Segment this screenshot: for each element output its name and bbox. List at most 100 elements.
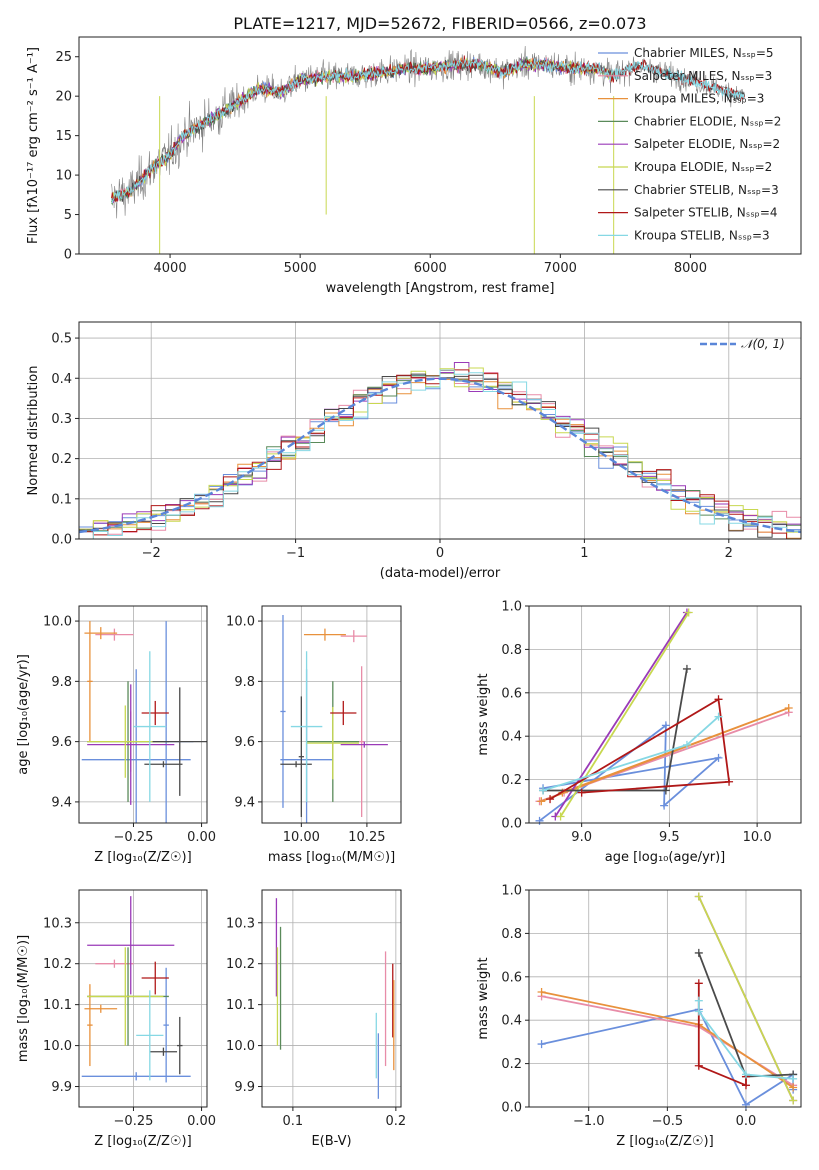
x-axis-label: wavelength [Angstrom, rest frame]	[326, 281, 555, 296]
y-tick-label: 0.4	[501, 1014, 522, 1029]
y-tick-label: 9.4	[51, 795, 72, 810]
y-tick-label: 0.0	[501, 817, 522, 832]
y-tick-label: 0	[64, 248, 72, 263]
weight-marker	[537, 987, 546, 996]
y-tick-label: 0.1	[51, 492, 72, 507]
y-tick-label: 1.0	[501, 600, 522, 615]
y-tick-label: 0.2	[501, 1057, 522, 1072]
legend-label: Chabrier STELIB, Nₛₛₚ=3	[634, 183, 779, 197]
weight-line	[559, 612, 690, 817]
y-tick-label: 0.5	[51, 332, 72, 347]
x-axis-label: (data-model)/error	[380, 566, 501, 581]
plot-frame	[528, 889, 802, 1108]
weight-vs-metallicity-panel: −1.0 −0.5 0.0 0.0 0.2 0.4 0.6 0.8 1.0 Z [log₁₀(Z/…	[476, 884, 802, 1149]
y-axis-label: Flux [fλ10⁻¹⁷ erg cm⁻² s⁻¹ A⁻¹]	[26, 47, 41, 244]
x-axis-label: E(B-V)	[311, 1134, 351, 1149]
weight-line	[697, 983, 747, 1087]
model-spectrum-line	[111, 58, 745, 203]
x-tick-label: 0	[436, 546, 444, 561]
x-tick-label: 1	[580, 546, 588, 561]
x-tick-label: 2	[725, 546, 733, 561]
y-axis-label: Normed distribution	[26, 366, 41, 496]
y-tick-label: 10.1	[43, 998, 72, 1013]
y-tick-label: 10.2	[43, 957, 72, 972]
x-tick-label: 0.00	[187, 830, 216, 845]
x-tick-label: 10.0	[743, 830, 772, 845]
weight-marker	[694, 892, 703, 901]
weight-marker	[714, 753, 723, 762]
x-tick-label: −0.25	[114, 830, 154, 845]
weight-marker	[556, 812, 565, 821]
weight-marker	[789, 1074, 798, 1083]
x-tick-label: 0.00	[187, 1114, 216, 1129]
y-tick-label: 10	[55, 169, 72, 184]
weight-marker	[741, 1081, 750, 1090]
x-tick-label: −1.0	[573, 1114, 605, 1129]
x-tick-label: 7000	[544, 261, 577, 276]
weight-vs-age-panel: 9.0 9.5 10.0 0.0 0.2 0.4 0.6 0.8 1.0 age [log₁₀(a…	[476, 600, 802, 865]
legend-label: Salpeter STELIB, Nₛₛₚ=4	[634, 206, 778, 220]
y-tick-label: 0.0	[501, 1101, 522, 1116]
legend-label: Kroupa STELIB, Nₛₛₚ=3	[634, 228, 770, 242]
legend-label: Kroupa MILES, Nₛₛₚ=3	[634, 92, 764, 106]
y-tick-label: 1.0	[501, 884, 522, 899]
x-tick-label: 0.1	[283, 1114, 304, 1129]
x-tick-label: −0.25	[114, 1114, 154, 1129]
y-tick-label: 15	[55, 129, 72, 144]
mass-vs-ebv-panel: 0.1 0.2 9.9 10.0 10.1 10.2 10.3 E(B-V)	[226, 889, 407, 1149]
weight-marker	[789, 1083, 798, 1092]
weight-marker	[694, 948, 703, 957]
model-spectrum-line	[111, 58, 614, 204]
age-vs-metallicity-panel: −0.25 0.00 9.4 9.6 9.8 10.0 Z [log₁₀(Z/Z☉)] age…	[16, 605, 216, 865]
plot-frame	[78, 605, 208, 824]
weight-marker	[741, 1070, 750, 1079]
legend-label: Salpeter MILES, Nₛₛₚ=3	[634, 69, 772, 83]
y-axis-label: mass weight	[476, 957, 491, 1039]
y-tick-label: 9.9	[234, 1080, 255, 1095]
weight-marker	[694, 1007, 703, 1016]
mass-vs-metallicity-panel: −0.25 0.00 9.9 10.0 10.1 10.2 10.3 Z [log₁₀(Z/Z…	[16, 889, 216, 1149]
weight-marker	[537, 1040, 546, 1049]
y-tick-label: 9.9	[51, 1080, 72, 1095]
legend-label: Kroupa ELODIE, Nₛₛₚ=2	[634, 160, 772, 174]
residual-histogram-panel: −2 −1 0 1 2 0.0 0.1 0.2 0.3 0.4 0.5 (data-model)/er…	[26, 321, 802, 581]
legend-label: Salpeter ELODIE, Nₛₛₚ=2	[634, 137, 780, 151]
weight-line	[549, 697, 731, 800]
x-tick-label: −1	[286, 546, 305, 561]
x-tick-label: 8000	[674, 261, 707, 276]
y-tick-label: 0.2	[51, 452, 72, 467]
weight-marker	[714, 712, 723, 721]
x-tick-label: 0.0	[736, 1114, 757, 1129]
weight-marker	[694, 1061, 703, 1070]
x-axis-label: Z [log₁₀(Z/Z☉)]	[94, 850, 191, 865]
figure-title: PLATE=1217, MJD=52672, FIBERID=0566, z=0…	[233, 14, 646, 33]
x-tick-label: 0.2	[386, 1114, 407, 1129]
y-tick-label: 10.0	[43, 615, 72, 630]
x-tick-label: −0.5	[652, 1114, 684, 1129]
weight-marker	[661, 786, 670, 795]
plot-frame	[78, 36, 802, 255]
weight-marker	[546, 795, 555, 804]
y-tick-label: 9.4	[234, 795, 255, 810]
y-tick-label: 25	[55, 50, 72, 65]
y-tick-label: 10.2	[226, 957, 255, 972]
x-tick-label: −2	[142, 546, 161, 561]
spectrum-panel: 4000 5000 6000 7000 8000 0 5 10 15 20 25 wavelength…	[26, 36, 802, 296]
y-tick-label: 0.4	[51, 372, 72, 387]
legend-label: 𝒩(0, 1)	[741, 337, 785, 351]
plot-frame	[261, 889, 402, 1108]
x-tick-label: 9.0	[571, 830, 592, 845]
x-tick-label: 9.5	[659, 830, 680, 845]
y-tick-label: 0.6	[501, 686, 522, 701]
y-tick-label: 0.2	[501, 773, 522, 788]
y-axis-label: age [log₁₀(age/yr)]	[16, 654, 31, 775]
weight-line	[697, 1000, 794, 1080]
y-tick-label: 10.1	[226, 998, 255, 1013]
weight-marker	[684, 608, 693, 617]
weight-marker	[725, 777, 734, 786]
weight-marker	[694, 979, 703, 988]
weight-marker	[537, 797, 546, 806]
y-tick-label: 0.6	[501, 970, 522, 985]
y-tick-label: 0.0	[51, 533, 72, 548]
